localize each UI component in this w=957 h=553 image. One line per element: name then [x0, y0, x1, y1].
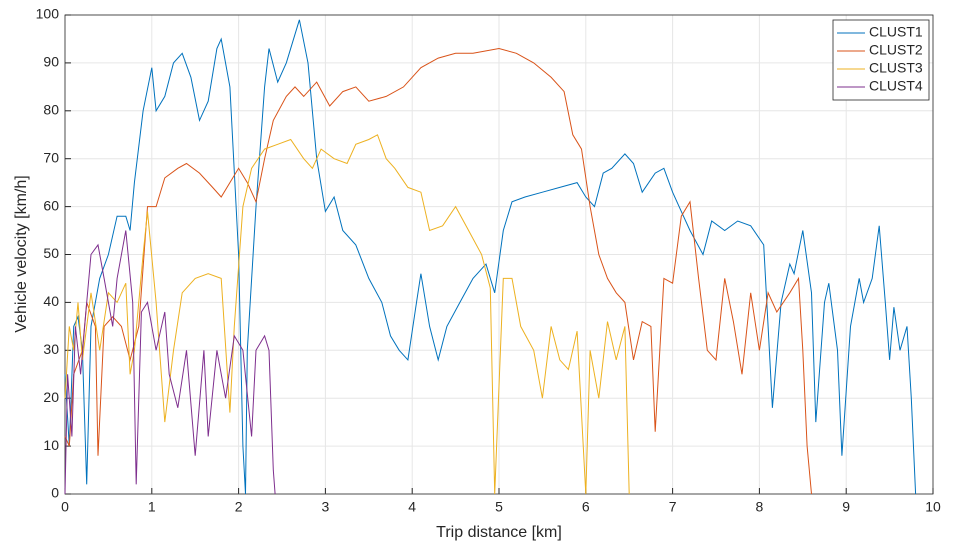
y-tick-label: 20	[43, 389, 59, 405]
x-tick-label: 9	[842, 499, 850, 515]
y-tick-label: 30	[43, 341, 59, 357]
x-tick-label: 1	[148, 499, 156, 515]
y-tick-label: 90	[43, 54, 59, 70]
x-tick-label: 8	[756, 499, 764, 515]
x-tick-label: 3	[322, 499, 330, 515]
y-axis-label: Vehicle velocity [km/h]	[13, 175, 30, 332]
y-tick-label: 50	[43, 245, 59, 261]
x-tick-label: 4	[408, 499, 416, 515]
y-tick-label: 100	[36, 6, 60, 22]
series-line	[64, 230, 276, 495]
x-tick-label: 10	[925, 499, 941, 515]
x-tick-label: 2	[235, 499, 243, 515]
series-line	[64, 134, 630, 495]
y-tick-label: 60	[43, 197, 59, 213]
x-tick-label: 7	[669, 499, 677, 515]
legend-label: CLUST1	[869, 24, 923, 40]
legend-label: CLUST4	[869, 78, 923, 94]
x-axis-label: Trip distance [km]	[436, 524, 562, 541]
y-tick-label: 40	[43, 293, 59, 309]
legend-label: CLUST3	[869, 60, 923, 76]
series-line	[64, 19, 917, 495]
legend-label: CLUST2	[869, 42, 923, 58]
axes-box	[64, 14, 934, 495]
x-tick-label: 5	[495, 499, 503, 515]
x-tick-label: 0	[61, 499, 69, 515]
y-tick-label: 70	[43, 149, 59, 165]
series-line	[64, 47, 812, 495]
x-tick-label: 6	[582, 499, 590, 515]
y-tick-label: 80	[43, 102, 59, 118]
y-tick-label: 10	[43, 437, 59, 453]
legend: CLUST1 CLUST2 CLUST3 CLUST4	[832, 19, 930, 101]
y-tick-label: 0	[51, 485, 59, 501]
